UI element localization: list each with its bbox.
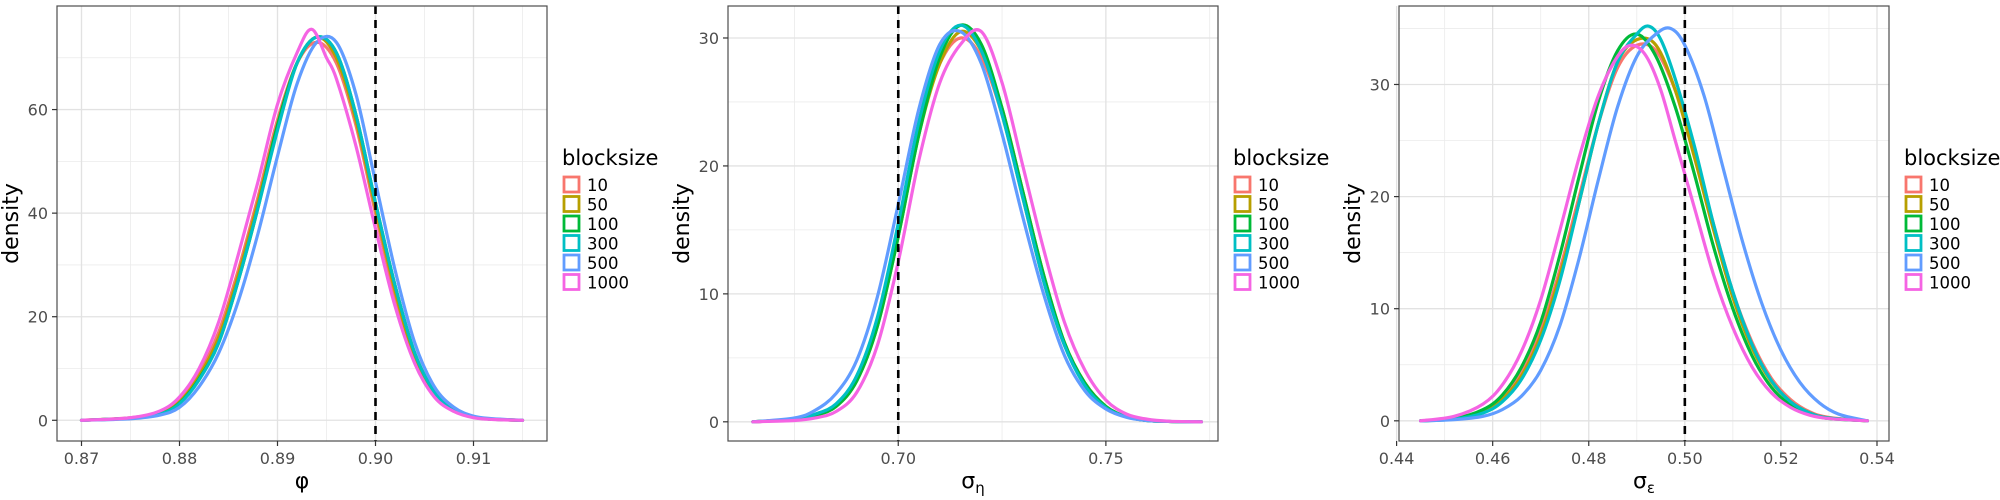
y-tick-label: 20: [28, 308, 48, 327]
x-tick-label: 0.54: [1859, 449, 1895, 468]
panel-border: [1398, 5, 1890, 442]
x-tick-label: 0.90: [358, 449, 394, 468]
legend-key-500: [1904, 253, 1923, 272]
x-axis-title-subscript: η: [975, 479, 985, 497]
y-axis-title: density: [670, 183, 695, 264]
legend-key-50: [562, 195, 581, 213]
x-axis-title-main: φ: [295, 469, 310, 494]
y-tick-label: 10: [699, 285, 719, 304]
x-tick-label: 0.44: [1379, 449, 1415, 468]
legend-title: blocksize: [1904, 146, 2000, 170]
panel-background: [1399, 6, 1889, 441]
y-tick-label: 10: [1370, 300, 1390, 319]
x-tick-label: 0.91: [456, 449, 492, 468]
y-axis-title: density: [0, 183, 24, 264]
legend-title: blocksize: [562, 146, 658, 170]
legend-label-100: 100: [1929, 215, 1961, 234]
y-tick-label: 40: [28, 204, 48, 223]
x-tick-label: 0.75: [1088, 449, 1124, 468]
y-tick-label: 0: [709, 413, 719, 432]
legend-label-50: 50: [1929, 196, 1950, 215]
panel-2: 0.70 0.750102030σηdensityblocksize1050100…: [670, 5, 1329, 497]
legend-key-500: [562, 253, 581, 272]
legend-title: blocksize: [1233, 146, 1329, 170]
legend-label-10: 10: [1929, 176, 1950, 195]
y-tick-label: 30: [1370, 75, 1390, 94]
legend-label-1000: 1000: [587, 274, 629, 293]
density-line-1000: [1419, 43, 1869, 423]
legend-label-500: 500: [1929, 254, 1961, 273]
x-axis-title-subscript: ε: [1647, 479, 1655, 497]
legend-label-300: 300: [587, 235, 619, 254]
panel-background: [728, 6, 1218, 441]
x-axis-title: φ: [295, 469, 310, 494]
legend-label-10: 10: [587, 176, 608, 195]
legend-key-500: [1233, 253, 1252, 272]
x-axis-title-main: σ: [961, 469, 975, 494]
legend-label-1000: 1000: [1929, 274, 1971, 293]
legend-label-300: 300: [1258, 235, 1290, 254]
density-line-1000: [79, 27, 525, 422]
y-tick-label: 0: [38, 411, 48, 430]
x-tick-label: 0.46: [1475, 449, 1511, 468]
x-tick-label: 0.87: [64, 449, 100, 468]
legend-label-1000: 1000: [1258, 274, 1300, 293]
y-tick-label: 60: [28, 101, 48, 120]
legend-key-1000: [1233, 273, 1252, 291]
legend-key-10: [1904, 175, 1923, 194]
legend-key-50: [1904, 195, 1923, 213]
legend-key-100: [1233, 214, 1252, 233]
legend-label-100: 100: [587, 215, 619, 234]
x-tick-label: 0.70: [880, 449, 916, 468]
y-axis-title: density: [1341, 183, 1366, 264]
legend-key-10: [562, 175, 581, 194]
y-tick-label: 20: [699, 157, 719, 176]
x-axis-title: ση: [961, 469, 984, 497]
legend-label-10: 10: [1258, 176, 1279, 195]
legend-key-1000: [562, 273, 581, 291]
legend-label-500: 500: [1258, 254, 1290, 273]
legend-label-500: 500: [587, 254, 619, 273]
density-line-300: [1419, 24, 1869, 423]
panel-border: [56, 5, 548, 442]
y-tick-label: 20: [1370, 188, 1390, 207]
density-line-500: [751, 28, 1203, 424]
legend-key-50: [1233, 195, 1252, 213]
y-tick-label: 30: [699, 29, 719, 48]
legend-label-50: 50: [1258, 196, 1279, 215]
x-tick-label: 0.89: [260, 449, 296, 468]
x-tick-label: 0.88: [162, 449, 198, 468]
legend-key-1000: [1904, 273, 1923, 291]
x-axis-title: σε: [1633, 469, 1655, 497]
legend-key-300: [1233, 234, 1252, 252]
x-tick-label: 0.48: [1571, 449, 1607, 468]
legend-key-300: [562, 234, 581, 252]
panel-3: 0.44 0.46 0.48 0.50 0.52 0.54 0 10 20 30 σε density…: [1341, 5, 2000, 497]
legend-label-100: 100: [1258, 215, 1290, 234]
legend-key-10: [1233, 175, 1252, 194]
panel-border: [727, 5, 1219, 442]
legend-key-100: [1904, 214, 1923, 233]
panel-1: 0.87 0.88 0.89 0.90 0.91 0 20 40 60 φ density block…: [0, 5, 658, 494]
legend-key-300: [1904, 234, 1923, 252]
density-line-1000: [751, 28, 1203, 424]
legend-label-50: 50: [587, 196, 608, 215]
density-line-500: [1419, 26, 1869, 423]
y-tick-label: 0: [1380, 412, 1390, 431]
legend-label-300: 300: [1929, 235, 1961, 254]
x-tick-label: 0.52: [1763, 449, 1799, 468]
legend-key-100: [562, 214, 581, 233]
x-tick-label: 0.50: [1667, 449, 1703, 468]
density-line-500: [79, 34, 525, 422]
x-axis-title-main: σ: [1633, 469, 1647, 494]
